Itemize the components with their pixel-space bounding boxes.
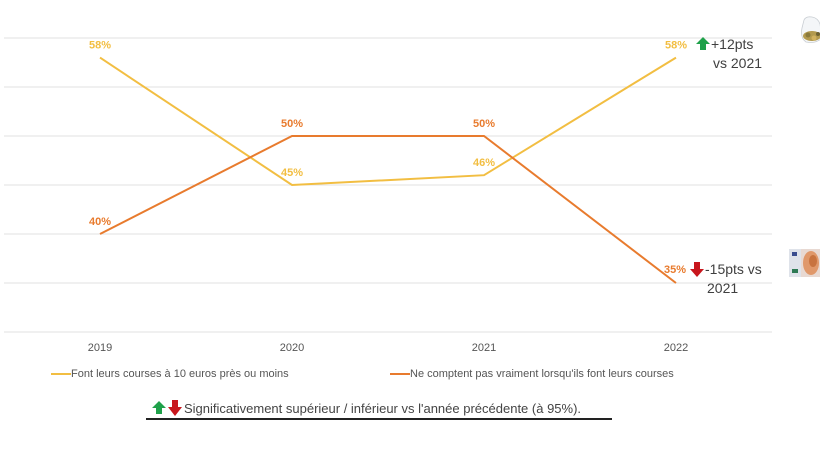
x-tick-label: 2019 xyxy=(88,342,112,354)
data-label: 46% xyxy=(473,157,495,169)
legend-item-1: Ne comptent pas vraiment lorsqu'ils font… xyxy=(390,368,674,380)
arrow-up-icon xyxy=(696,36,710,50)
legend-label-1: Ne comptent pas vraiment lorsqu'ils font… xyxy=(410,368,674,380)
legend-label-0: Font leurs courses à 10 euros près ou mo… xyxy=(71,368,289,380)
data-label: 58% xyxy=(89,40,111,52)
arrow-up-icon xyxy=(152,401,166,414)
data-label: 45% xyxy=(281,167,303,179)
annotation-down: -15pts vs 2021 xyxy=(690,260,762,298)
gridlines xyxy=(4,37,772,333)
legend-swatch-1 xyxy=(390,373,410,375)
annotation-up-line2: vs 2021 xyxy=(713,55,763,71)
significance-footnote: Significativement supérieur / inférieur … xyxy=(146,400,612,420)
data-label: 50% xyxy=(473,118,495,130)
series-line-1 xyxy=(99,135,677,284)
annotation-down-line1: -15pts vs xyxy=(705,261,762,277)
legend-swatch-0 xyxy=(51,373,71,375)
annotation-up: +12pts vs 2021 xyxy=(696,35,762,73)
euro-banknote-icon xyxy=(789,249,820,277)
arrow-down-icon xyxy=(168,400,182,416)
data-labels: 58% 45% 46% 58% 40% 50% 50% 35% xyxy=(89,40,687,276)
x-tick-label: 2020 xyxy=(280,342,304,354)
data-label: 58% xyxy=(665,40,687,52)
annotation-up-line1: +12pts xyxy=(711,36,754,52)
data-label: 35% xyxy=(664,264,686,276)
data-label: 40% xyxy=(89,216,111,228)
series-lines xyxy=(99,56,677,284)
footnote-text: Significativement supérieur / inférieur … xyxy=(184,400,582,416)
x-axis-ticks: 2019 2020 2021 2022 xyxy=(88,342,688,354)
data-label: 50% xyxy=(281,118,303,130)
arrow-down-icon xyxy=(690,261,704,277)
annotation-down-line2: 2021 xyxy=(707,280,739,296)
legend-item-0: Font leurs courses à 10 euros près ou mo… xyxy=(51,368,289,380)
x-tick-label: 2022 xyxy=(664,342,688,354)
x-tick-label: 2021 xyxy=(472,342,496,354)
coin-jar-icon xyxy=(801,16,820,43)
series-line-0 xyxy=(99,56,677,187)
